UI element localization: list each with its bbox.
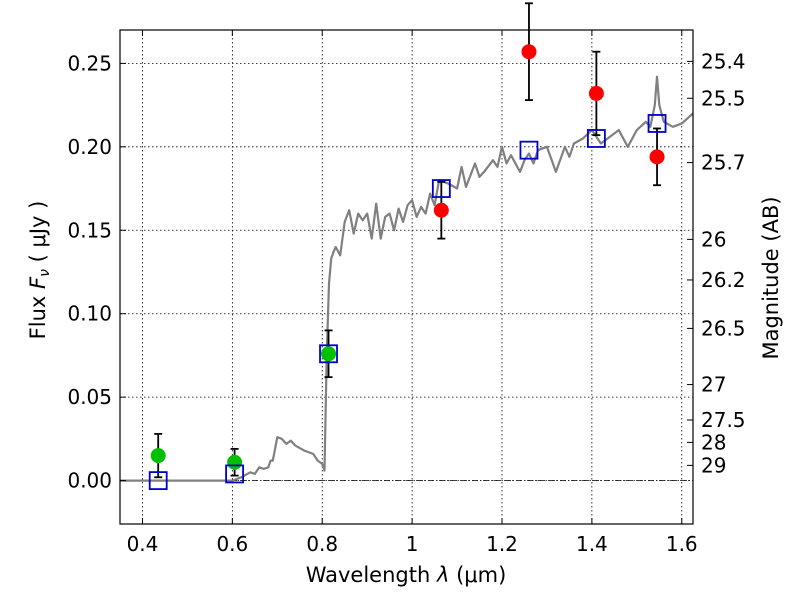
red-photometry-point — [588, 85, 604, 101]
model-bandpass-fluxes-point — [586, 129, 606, 148]
mag-tick-label: 27.5 — [701, 408, 746, 432]
model-bandpass-fluxes-point — [225, 464, 245, 484]
model-bandpass-fluxes-point — [431, 179, 451, 198]
plot-frame — [119, 29, 694, 525]
y2-axis-label: Magnitude (AB) — [759, 196, 783, 359]
mag-tick-label: 25.5 — [701, 86, 746, 110]
x-tick-label: 1.2 — [486, 532, 518, 556]
x-tick-label: 0.4 — [127, 532, 159, 556]
red-photometry-point — [649, 149, 665, 165]
y-tick-label: 0.25 — [67, 51, 112, 75]
y-tick-label: 0.15 — [67, 218, 112, 242]
grid — [120, 30, 693, 524]
x-axis-label: Wavelength λ (μm) — [306, 563, 507, 587]
x-tick-label: 1.4 — [576, 532, 608, 556]
spectrum-layer — [120, 75, 694, 482]
mag-tick-label: 29 — [701, 453, 726, 477]
marker-layer — [148, 44, 667, 491]
green-photometry-point — [321, 346, 337, 362]
mag-tick-label: 26 — [701, 227, 726, 251]
y-axis-label: Flux Fν ( μJy ) — [26, 201, 53, 340]
model-bandpass-fluxes-point — [148, 471, 168, 491]
y-tick-label: 0.00 — [67, 469, 112, 493]
model-bandpass-fluxes-point — [519, 140, 539, 160]
mag-tick-label: 25.4 — [701, 49, 746, 73]
red-photometry-point — [433, 202, 449, 218]
red-photometry-point — [521, 44, 537, 60]
x-tick-label: 0.8 — [306, 532, 338, 556]
green-photometry-point — [150, 448, 166, 464]
model-bandpass-fluxes-point — [319, 344, 338, 364]
x-tick-label: 0.6 — [216, 532, 248, 556]
mag-tick-label: 26.5 — [701, 316, 746, 340]
error-bar-layer — [154, 2, 662, 479]
green-photometry-point — [227, 454, 243, 470]
y-tick-label: 0.20 — [67, 135, 112, 159]
mag-tick-label: 26.2 — [701, 268, 746, 292]
x-tick-label: 1.6 — [666, 532, 698, 556]
model-spectrum-line — [120, 75, 694, 482]
mag-tick-label: 25.7 — [701, 151, 746, 175]
mag-tick-label: 27 — [701, 373, 726, 397]
mag-tick-label: 28 — [701, 430, 726, 454]
model-bandpass-fluxes-point — [647, 114, 667, 133]
y-tick-label: 0.05 — [67, 385, 112, 409]
tick-layer: 0.4 0.6 0.8 1 1.2 1.4 1.6 0.00 0.05 0.10 0.15 0.20 0… — [67, 30, 746, 556]
x-tick-label: 1 — [406, 532, 419, 556]
y-tick-label: 0.10 — [67, 302, 112, 326]
